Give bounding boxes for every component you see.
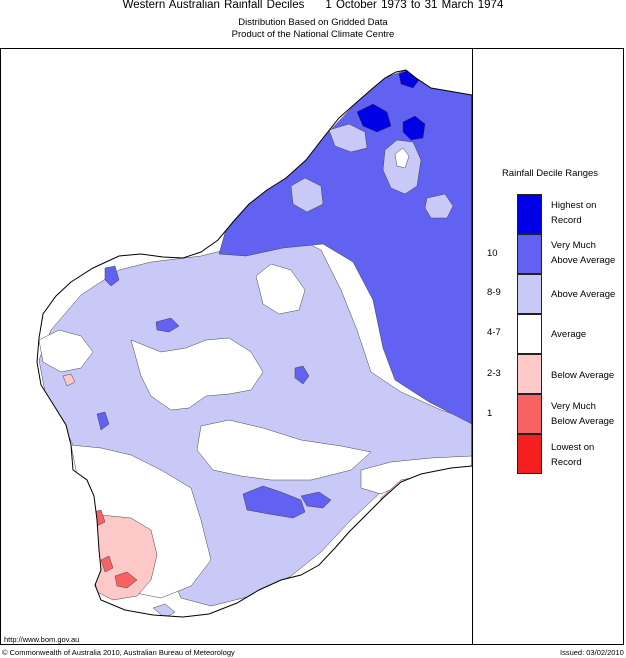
footer-url[interactable]: http://www.bom.gov.au [4,635,80,644]
footer-copyright: © Commonwealth of Australia 2010, Austra… [2,648,235,657]
legend-swatch-very-much-above-average [517,234,542,274]
title-text: Western Australian Rainfall Deciles [122,0,305,11]
region-highest-on-record-1 [356,103,392,133]
legend-swatch-below-average [517,354,542,394]
legend-label-above-average: Above Average [551,289,616,300]
region-very-much-below-average-east [396,493,456,523]
legend-label-highest-on-record: Highest on Record [551,200,597,226]
legend-label-lowest-on-record: Lowest on Record [551,442,595,468]
region-very-much-above-average-patch-1 [242,485,306,519]
legend-label-very-much-below-average: Very Much Below Average [551,401,615,427]
map-title: Western Australian Rainfall Deciles 1 Oc… [0,0,626,12]
region-above-average-north-2 [290,177,324,213]
legend-swatch-very-much-below-average [517,394,542,434]
legend-swatch-average [517,314,542,354]
legend-range-10: 10 [487,248,498,259]
legend-divider [472,48,473,645]
legend-label-very-much-above-average: Very Much Above Average [551,240,616,266]
legend-range-2-3: 2-3 [487,368,501,379]
region-average-east [360,455,472,495]
region-very-much-above-average-patch-6 [96,411,110,431]
region-above-average-southeast-patch [152,603,176,617]
region-above-average-north-4 [328,123,368,153]
footer-issued-date: Issued: 03/02/2010 [560,648,624,657]
decile-regions [37,70,472,617]
period-text: 1 October 1973 to 31 March 1974 [325,0,504,11]
map-frame [0,48,624,645]
legend-range-4-7: 4-7 [487,327,501,338]
region-very-much-below-average-sw-2 [100,555,114,573]
region-very-much-above-average-patch-5 [294,365,310,385]
region-average-central-west [130,337,264,411]
region-very-much-above-average-patch-2 [300,491,332,509]
region-very-much-below-average-sw-3 [114,571,138,589]
legend-range-8-9: 8-9 [487,287,501,298]
region-very-much-above-average-patch-4 [104,265,120,287]
legend-range-1: 1 [487,408,493,419]
legend-swatch-above-average [517,274,542,314]
region-average-coast [38,329,94,373]
region-average-central [255,263,306,315]
legend-swatch-highest-on-record [517,194,542,234]
region-average-north-hole [394,147,410,169]
legend-label-average: Average [551,329,587,340]
region-below-average-coast [62,373,76,387]
region-above-average-north-3 [424,193,454,219]
region-highest-on-record-2 [402,115,426,141]
region-average-south [196,419,372,481]
region-very-much-above-average-patch-3 [155,317,180,333]
legend-label-below-average: Below Average [551,370,615,381]
subtitle-product: Product of the National Climate Centre [231,29,395,40]
legend-title: Rainfall Decile Ranges [501,168,599,179]
subtitle-data-source: Distribution Based on Gridded Data [238,17,388,28]
rainfall-decile-map [36,69,472,618]
legend-swatch-lowest-on-record [517,434,542,474]
